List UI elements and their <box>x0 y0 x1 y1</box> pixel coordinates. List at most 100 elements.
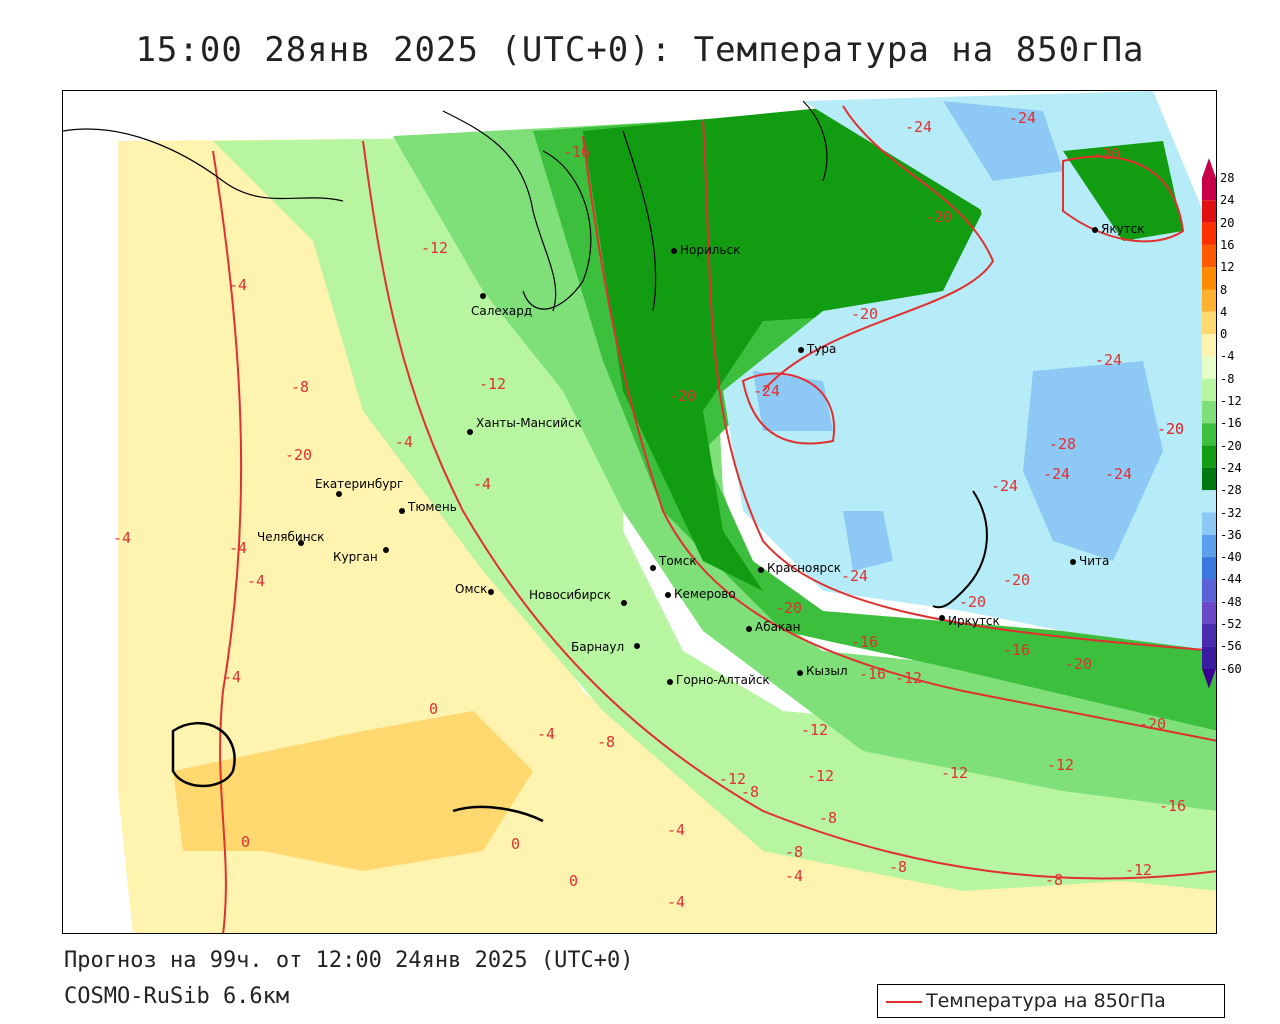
scale-step <box>1202 601 1216 624</box>
svg-text:Новосибирск: Новосибирск <box>529 588 611 602</box>
contour-label: -12 <box>1047 756 1074 774</box>
scale-step <box>1202 445 1216 468</box>
city-chita: Чита <box>1070 554 1109 568</box>
contour-label: -20 <box>1065 655 1092 673</box>
forecast-info: Прогноз на 99ч. от 12:00 24янв 2025 (UTC… <box>64 948 634 973</box>
scale-tick-label: -40 <box>1220 550 1242 565</box>
svg-text:Чита: Чита <box>1079 554 1109 568</box>
city-salekhard: Салехард <box>471 293 532 318</box>
city-tomsk: Томск <box>650 554 697 571</box>
contour-label: -20 <box>925 208 952 226</box>
city-krasnoyarsk: Красноярск <box>758 561 841 575</box>
coastlines <box>63 100 988 823</box>
cities: Салехард Норильск Якутск Тура Ханты-Манс… <box>257 222 1145 687</box>
contour-label: -12 <box>807 767 834 785</box>
svg-text:Тура: Тура <box>806 342 836 356</box>
contour-label: -16 <box>859 665 886 683</box>
contour-label: -20 <box>1003 571 1030 589</box>
contour-label: -20 <box>669 387 696 405</box>
contour-label: 0 <box>511 835 520 853</box>
contour-label: 0 <box>569 872 578 890</box>
city-kyzyl: Кызыл <box>797 664 848 678</box>
scale-step <box>1202 579 1216 602</box>
city-abakan: Абакан <box>746 620 800 634</box>
contour-label: -8 <box>741 783 759 801</box>
svg-text:Абакан: Абакан <box>755 620 800 634</box>
contour-label: -24 <box>1009 109 1036 127</box>
contour-label: -4 <box>229 276 247 294</box>
contour-label: -4 <box>667 821 685 839</box>
contour-lines <box>212 105 1216 933</box>
field-dark-green-east <box>1063 141 1183 241</box>
scale-tick-label: 8 <box>1220 282 1228 297</box>
contour-label: -4 <box>229 539 247 557</box>
scale-tick-label: 12 <box>1220 260 1235 275</box>
map-title: 15:00 28янв 2025 (UTC+0): Температура на… <box>135 30 1145 70</box>
contour-label: -20 <box>851 305 878 323</box>
city-novosibirsk: Новосибирск <box>529 588 627 606</box>
scale-step <box>1202 534 1216 558</box>
contour-label: -12 <box>719 770 746 788</box>
contour-label: -4 <box>473 475 491 493</box>
svg-text:Омск: Омск <box>455 582 487 596</box>
field-orange-patch <box>173 711 533 871</box>
city-irkutsk: Иркутск <box>939 614 1000 628</box>
scale-tick-label: -32 <box>1220 505 1242 520</box>
scale-step <box>1202 244 1216 268</box>
scale-step <box>1202 356 1216 379</box>
contour-label: -4 <box>223 668 241 686</box>
field-cold-blue-4 <box>843 511 893 571</box>
scale-tick-label: -56 <box>1220 639 1242 654</box>
scale-tick-label: 20 <box>1220 215 1235 230</box>
contour-label: -12 <box>1125 861 1152 879</box>
svg-text:Горно-Алтайск: Горно-Алтайск <box>676 673 770 687</box>
svg-text:Кызыл: Кызыл <box>806 664 848 678</box>
scale-tick-label: -44 <box>1220 572 1242 587</box>
color-scale-legend: 28 24 20 16 12 8 4 0 -4 -8 -12 -16 -20 -24 -28 -32 -36 -4… <box>1200 158 1280 688</box>
line-legend: Температура на 850гПа <box>877 984 1225 1018</box>
scale-tick-label: 4 <box>1220 304 1228 319</box>
contour-label: -12 <box>941 764 968 782</box>
model-info: COSMO-RuSib 6.6км <box>64 984 290 1009</box>
city-kurgan: Курган <box>333 547 389 564</box>
contour-label: -20 <box>1139 715 1166 733</box>
city-yekaterinburg: Екатеринбург <box>315 477 403 497</box>
contour-label: -20 <box>1157 420 1184 438</box>
scale-step <box>1202 311 1216 335</box>
scale-tick-label: -60 <box>1220 661 1242 676</box>
contour-label: -24 <box>1043 465 1070 483</box>
svg-text:Иркутск: Иркутск <box>948 614 1000 628</box>
scale-tick-label: -16 <box>1220 416 1242 431</box>
contour-label: -4 <box>537 725 555 743</box>
svg-text:Ханты-Мансийск: Ханты-Мансийск <box>476 416 582 430</box>
contour-label: -8 <box>785 843 803 861</box>
contour-label: -20 <box>285 446 312 464</box>
contour-label: -24 <box>905 118 932 136</box>
svg-text:Норильск: Норильск <box>680 243 740 257</box>
contour-label: -20 <box>1093 145 1120 163</box>
scale-step <box>1202 222 1216 245</box>
temperature-map[interactable]: Салехард Норильск Якутск Тура Ханты-Манс… <box>62 90 1217 934</box>
contour-label: -4 <box>395 433 413 451</box>
scale-step <box>1202 557 1216 580</box>
contour-label: -8 <box>597 733 615 751</box>
svg-text:Барнаул: Барнаул <box>571 640 624 654</box>
city-barnaul: Барнаул <box>571 640 640 654</box>
contour-label: -4 <box>785 867 803 885</box>
svg-text:Якутск: Якутск <box>1101 222 1145 236</box>
svg-text:Красноярск: Красноярск <box>767 561 841 575</box>
svg-text:Кемерово: Кемерово <box>674 587 736 601</box>
contour-label: -8 <box>819 809 837 827</box>
contour-label: -24 <box>841 567 868 585</box>
scale-tick-label: -48 <box>1220 594 1242 609</box>
contour-label: 0 <box>429 700 438 718</box>
line-legend-label: Температура на 850гПа <box>926 990 1166 1012</box>
city-omsk: Омск <box>455 582 494 596</box>
scale-step <box>1202 178 1216 201</box>
contour-label: -16 <box>851 633 878 651</box>
scale-arrow-bottom <box>1202 668 1216 688</box>
svg-text:Салехард: Салехард <box>471 304 532 318</box>
contour-label: -24 <box>1105 465 1132 483</box>
scale-tick-label: 0 <box>1220 327 1228 342</box>
scale-step <box>1202 289 1216 312</box>
